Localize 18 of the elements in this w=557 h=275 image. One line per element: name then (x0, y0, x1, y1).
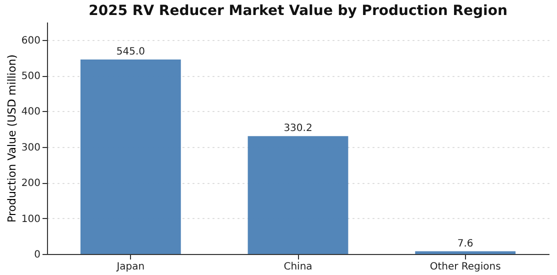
bar (248, 136, 348, 254)
y-tick-label: 100 (21, 214, 40, 225)
x-tick-label: China (284, 262, 312, 272)
y-tick-label: 400 (21, 106, 40, 118)
y-tick-label: 300 (21, 142, 40, 154)
y-tick-label: 600 (21, 35, 40, 46)
bar (80, 59, 181, 254)
y-tick-label: 0 (34, 250, 40, 260)
x-tick-label: Other Regions (430, 262, 501, 272)
y-tick-label: 500 (21, 71, 40, 82)
y-axis-title: Production Value (USD million) (5, 54, 18, 222)
bar (415, 251, 516, 254)
x-tick-label: Japan (116, 262, 145, 272)
chart-title: 2025 RV Reducer Market Value by Production Region (88, 3, 508, 19)
data-label: 330.2 (284, 123, 312, 134)
data-label: 545.0 (116, 46, 145, 58)
data-label: 7.6 (457, 238, 474, 250)
y-tick-label: 200 (21, 178, 40, 190)
